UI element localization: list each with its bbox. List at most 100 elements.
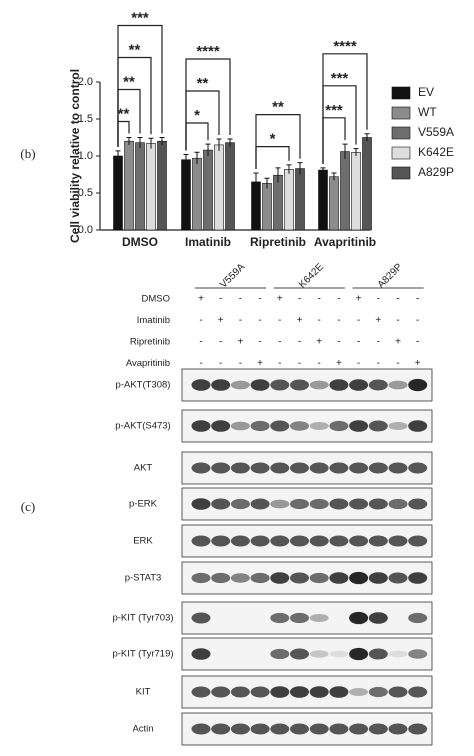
error-bar	[216, 138, 222, 151]
bar	[135, 142, 145, 231]
blot-band	[388, 650, 408, 658]
treatment-sign: -	[337, 294, 340, 305]
treatment-label: Ripretinib	[130, 337, 170, 348]
blot-band	[408, 723, 428, 735]
blot-band	[309, 723, 329, 735]
blot-band	[408, 462, 428, 474]
blot-band	[230, 380, 250, 390]
blot-band	[290, 686, 309, 698]
significance-bracket	[322, 85, 357, 164]
significance-bracket	[185, 58, 231, 151]
treatment-sign: +	[297, 315, 303, 326]
treatment-sign: -	[258, 315, 261, 326]
significance-label: **	[197, 75, 209, 92]
treatment-sign: +	[356, 294, 362, 305]
treatment-sign: -	[416, 337, 419, 348]
legend-label: V559A	[418, 125, 454, 139]
blot-band	[329, 498, 349, 510]
treatment-sign: -	[377, 337, 380, 348]
blot-band	[270, 462, 290, 474]
error-bar	[115, 150, 121, 162]
blot-band	[230, 421, 250, 431]
significance-bracket	[255, 146, 290, 170]
treatment-sign: -	[219, 337, 222, 348]
blot-label: AKT	[134, 463, 153, 474]
blot-band	[368, 723, 388, 735]
blot-band	[290, 379, 309, 391]
blot-band	[329, 723, 349, 735]
treatment-sign: -	[357, 358, 360, 369]
blot-band	[329, 572, 349, 584]
bar	[262, 183, 272, 231]
blot-band	[309, 421, 329, 431]
error-bar	[331, 172, 337, 181]
significance-bracket	[322, 53, 368, 164]
blot-band	[191, 379, 211, 391]
blot-band	[270, 499, 290, 509]
blot-band	[329, 379, 349, 391]
x-tick-label: Avapritinib	[314, 235, 376, 249]
blot-band	[408, 378, 428, 392]
bar	[181, 159, 191, 231]
bar	[284, 169, 294, 231]
blot-band	[290, 498, 309, 510]
treatment-sign: +	[257, 358, 263, 369]
significance-label: ****	[333, 38, 357, 55]
blot-band	[230, 535, 250, 547]
bar	[362, 137, 372, 231]
significance-bracket	[185, 122, 209, 151]
blot-band	[290, 648, 309, 660]
treatment-sign: -	[318, 294, 321, 305]
legend-label: A829P	[418, 165, 454, 179]
panel-label: (c)	[21, 499, 35, 514]
error-bar	[286, 164, 292, 174]
treatment-sign: +	[218, 315, 224, 326]
blot-band	[290, 462, 309, 474]
legend-label: EV	[418, 85, 434, 99]
blot-band	[250, 535, 270, 547]
treatment-sign: -	[199, 358, 202, 369]
panel-label: (b)	[20, 146, 35, 161]
blot-band	[329, 650, 349, 658]
blot-band	[211, 686, 231, 698]
blot-band	[250, 498, 270, 510]
legend-swatch	[391, 106, 411, 120]
blot-band	[388, 380, 408, 390]
x-tick-label: Ripretinib	[250, 235, 306, 249]
blot-band	[309, 572, 329, 584]
error-bar	[364, 133, 370, 142]
bar	[273, 174, 283, 231]
blot-band	[230, 723, 250, 735]
legend-label: WT	[418, 105, 437, 119]
blot-band	[290, 612, 309, 624]
treatment-sign: +	[375, 315, 381, 326]
significance-bracket	[255, 114, 301, 170]
significance-label: ***	[325, 102, 343, 119]
bar	[340, 151, 350, 231]
treatment-sign: +	[198, 294, 204, 305]
treatment-sign: -	[377, 358, 380, 369]
bar	[192, 157, 202, 231]
error-bar	[126, 137, 132, 145]
blot-band	[191, 572, 211, 584]
treatment-sign: -	[258, 337, 261, 348]
significance-label: **	[272, 99, 284, 116]
legend-swatch	[391, 126, 411, 140]
treatment-sign: -	[396, 358, 399, 369]
blot-band	[368, 686, 388, 698]
blot-band	[270, 723, 290, 735]
treatment-sign: -	[239, 315, 242, 326]
y-tick-label: 0.0	[78, 224, 93, 236]
blot-band	[211, 462, 231, 474]
bar	[225, 142, 235, 231]
blot-band	[309, 462, 329, 474]
blot-band	[250, 462, 270, 474]
x-tick-label: DMSO	[122, 235, 158, 249]
treatment-sign: -	[199, 315, 202, 326]
blot-band	[368, 612, 388, 624]
treatment-sign: -	[337, 337, 340, 348]
significance-label: **	[129, 41, 141, 58]
blot-band	[290, 723, 309, 735]
blot-band	[191, 648, 211, 660]
blot-band	[368, 498, 388, 510]
